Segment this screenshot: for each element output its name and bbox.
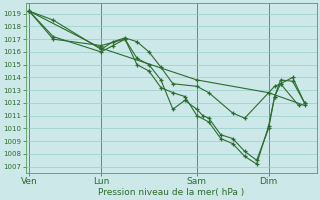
X-axis label: Pression niveau de la mer( hPa ): Pression niveau de la mer( hPa ) xyxy=(98,188,244,197)
